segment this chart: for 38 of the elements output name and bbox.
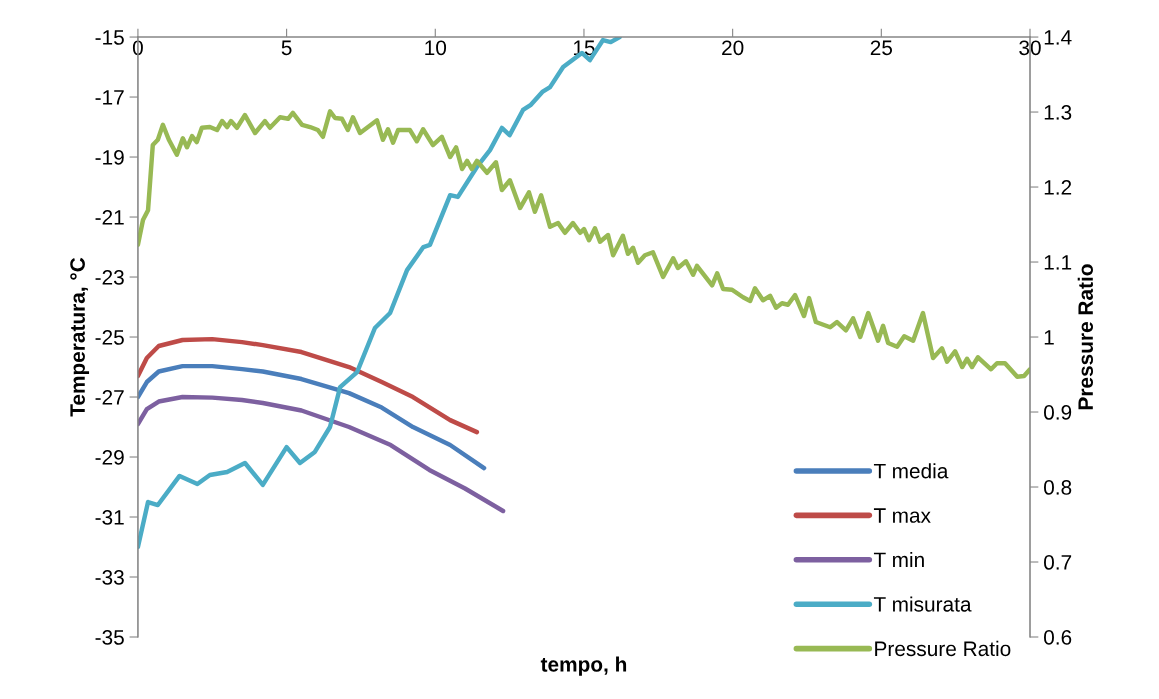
y2-axis-title: Pressure Ratio [1077, 264, 1094, 410]
y2-tick-label: 1.1 [1044, 255, 1072, 270]
y-tick-label: -27 [95, 390, 124, 405]
y-axis-title: Temperatura, °C [70, 257, 90, 417]
line-series [137, 109, 1030, 379]
y2-tick-label: 1 [1044, 330, 1054, 345]
x-tick-label: 5 [281, 40, 292, 56]
y-tick-label: -31 [95, 510, 124, 525]
legend-label: T misurata [873, 596, 972, 612]
y2-tick-label: 1.3 [1044, 105, 1072, 120]
x-axis-title: tempo, h [540, 656, 627, 676]
y-tick-label: -25 [95, 330, 124, 345]
y2-tick-label: 0.8 [1044, 480, 1072, 495]
line-series [137, 336, 480, 435]
y-tick-label: -23 [95, 270, 124, 285]
y-tick-label: -19 [95, 150, 124, 165]
y-tick-label: -29 [95, 450, 124, 465]
y2-tick-label: 1.2 [1044, 180, 1072, 195]
legend-label: Pressure Ratio [875, 640, 1011, 657]
y2-tick-label: 0.6 [1044, 630, 1072, 645]
legend-label: T min [873, 551, 924, 568]
line-series [137, 363, 487, 471]
y2-tick-label: 0.7 [1044, 555, 1072, 570]
x-tick-label: 10 [425, 40, 447, 56]
y-tick-label: -21 [95, 210, 124, 225]
x-tick-label: 30 [1019, 40, 1041, 56]
y2-tick-label: 0.9 [1044, 405, 1072, 420]
y2-tick-label: 1.4 [1044, 30, 1072, 45]
line-series [137, 394, 506, 514]
x-tick-label: 20 [722, 40, 744, 56]
y-tick-label: -15 [95, 30, 124, 45]
x-tick-label: 25 [870, 40, 893, 56]
y-tick-label: -33 [95, 570, 124, 585]
y-tick-label: -35 [95, 630, 124, 645]
y-tick-label: -17 [95, 90, 124, 105]
x-tick-label: 0 [132, 40, 143, 56]
legend-label: T media [873, 463, 949, 479]
legend-label: T max [873, 508, 931, 523]
